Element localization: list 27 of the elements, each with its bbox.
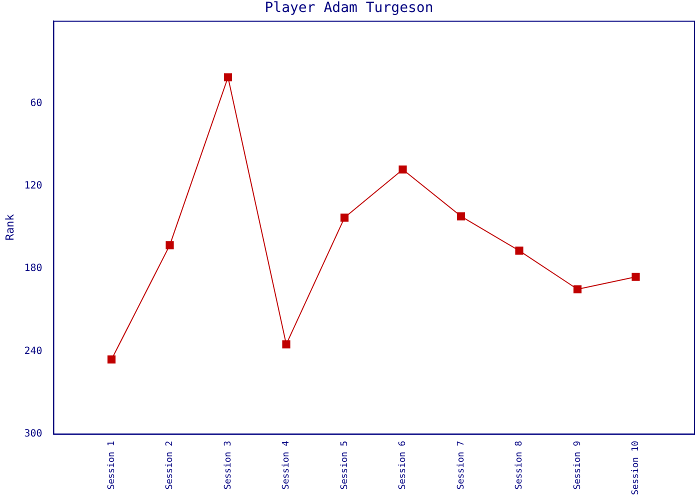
point xyxy=(573,285,582,294)
y-tick-label: 240 xyxy=(24,346,42,357)
y-tick-label: 60 xyxy=(30,98,42,109)
x-tick-label: Session 1 xyxy=(106,440,117,490)
point xyxy=(398,165,407,174)
point xyxy=(166,241,174,250)
x-tick-label: Session 6 xyxy=(398,440,408,490)
x-tick-label: Session 4 xyxy=(282,440,292,490)
point xyxy=(340,214,349,222)
x-tick-label: Session 9 xyxy=(572,440,583,490)
point xyxy=(107,355,116,364)
point xyxy=(224,73,232,82)
point xyxy=(282,340,290,348)
x-tick-label: Session 2 xyxy=(165,440,176,490)
x-tick-label: Session 5 xyxy=(340,440,350,490)
y-tick-label: 300 xyxy=(24,428,42,440)
y-tick-label: 120 xyxy=(24,180,42,192)
chart-title: Player Adam Turgeson xyxy=(264,0,434,16)
point xyxy=(632,272,640,281)
point xyxy=(456,212,466,220)
y-tick-label: 180 xyxy=(24,263,42,274)
point xyxy=(515,246,524,255)
x-tick-label: Session 8 xyxy=(514,440,525,490)
y-axis-title: Rank xyxy=(3,214,16,241)
x-tick-label: Session 10 xyxy=(631,440,642,496)
x-tick-label: Session 7 xyxy=(456,440,466,490)
x-tick-label: Session 3 xyxy=(223,440,234,490)
